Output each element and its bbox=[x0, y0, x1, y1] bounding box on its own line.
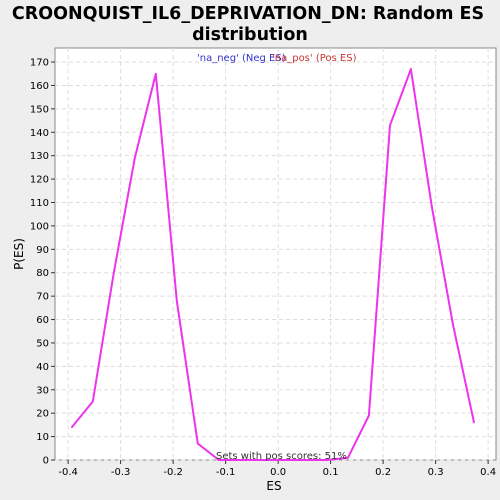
data-point bbox=[155, 72, 157, 75]
y-tick-label: 50 bbox=[36, 338, 49, 349]
y-tick-label: 140 bbox=[30, 128, 49, 139]
x-tick-label: -0.1 bbox=[216, 467, 236, 478]
data-point bbox=[92, 400, 94, 403]
data-point bbox=[368, 414, 370, 417]
y-tick-label: 170 bbox=[30, 58, 49, 69]
y-tick-label: 70 bbox=[36, 292, 49, 303]
x-axis-ticks: -0.4 -0.3 -0.2 -0.1 0.0 0.1 0.2 0.3 0.4 bbox=[58, 460, 496, 478]
data-point bbox=[197, 442, 199, 445]
grid-lines bbox=[55, 48, 496, 461]
y-tick-label: 80 bbox=[36, 268, 49, 279]
plot-area bbox=[54, 47, 497, 461]
x-tick-label: 0.4 bbox=[480, 467, 496, 478]
chart-title-line2: distribution bbox=[192, 25, 308, 45]
data-point bbox=[113, 271, 115, 274]
y-tick-label: 150 bbox=[30, 104, 49, 115]
x-tick-label: -0.2 bbox=[163, 467, 183, 478]
data-point bbox=[176, 300, 178, 302]
series-line bbox=[71, 68, 475, 461]
y-tick-label: 0 bbox=[43, 456, 49, 467]
data-point bbox=[302, 459, 304, 461]
x-axis-label: ES bbox=[266, 479, 281, 493]
chart-title-line1: CROONQUIST_IL6_DEPRIVATION_DN: Random ES bbox=[12, 4, 484, 24]
data-point bbox=[347, 456, 349, 459]
legend-neg: 'na_neg' (Neg ES) bbox=[197, 53, 286, 64]
data-point bbox=[281, 459, 283, 461]
data-point bbox=[326, 459, 328, 461]
y-axis-ticks: 0 10 20 30 40 50 60 70 80 90 100 110 120 130 140 150 160… bbox=[30, 58, 55, 467]
data-point bbox=[473, 421, 475, 424]
data-point bbox=[260, 459, 262, 461]
x-tick-label: 0.1 bbox=[323, 467, 339, 478]
y-tick-label: 20 bbox=[36, 409, 49, 420]
legend-pos: 'na_pos' (Pos ES) bbox=[272, 53, 357, 64]
y-tick-label: 30 bbox=[36, 385, 49, 396]
y-tick-label: 10 bbox=[36, 432, 49, 443]
y-tick-label: 110 bbox=[30, 198, 49, 209]
x-tick-label: -0.3 bbox=[111, 467, 131, 478]
series-layer bbox=[71, 68, 475, 461]
y-axis-label: P(ES) bbox=[12, 238, 26, 270]
y-tick-label: 90 bbox=[36, 245, 49, 256]
y-tick-label: 120 bbox=[30, 175, 49, 186]
y-tick-label: 100 bbox=[30, 221, 49, 232]
pos-scores-annotation: Sets with pos scores: 51% bbox=[216, 451, 347, 462]
x-tick-label: 0.0 bbox=[270, 467, 286, 478]
data-point bbox=[134, 157, 136, 159]
y-tick-label: 40 bbox=[36, 362, 49, 373]
x-tick-label: 0.2 bbox=[375, 467, 391, 478]
x-tick-label: 0.3 bbox=[428, 467, 444, 478]
data-point bbox=[389, 124, 391, 127]
y-tick-label: 60 bbox=[36, 315, 49, 326]
data-point bbox=[239, 459, 241, 461]
data-point bbox=[218, 459, 220, 461]
data-point bbox=[452, 323, 454, 326]
data-point bbox=[431, 206, 433, 208]
data-point bbox=[71, 426, 73, 429]
y-tick-label: 130 bbox=[30, 151, 49, 162]
data-point bbox=[410, 68, 412, 70]
x-tick-label: -0.4 bbox=[58, 467, 78, 478]
y-tick-label: 160 bbox=[30, 81, 49, 92]
